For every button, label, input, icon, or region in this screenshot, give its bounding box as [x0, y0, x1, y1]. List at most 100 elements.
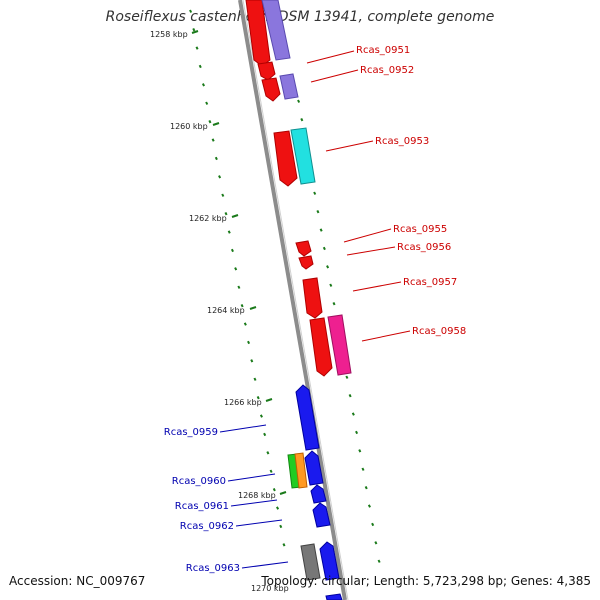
kbp-label-1262: 1262 kbp	[189, 214, 227, 223]
leader-rcas-0960	[227, 473, 276, 482]
kbp-tick-1262	[231, 214, 239, 218]
tick-mark	[263, 432, 267, 437]
tick-mark	[332, 301, 336, 306]
gene-rcas-0953-a	[273, 130, 298, 187]
tick-mark	[192, 27, 196, 32]
tick-mark	[243, 322, 247, 326]
gene-label-rcas-0952[interactable]: Rcas_0952	[360, 65, 414, 76]
tick-mark	[297, 99, 301, 103]
kbp-label-1264: 1264 kbp	[207, 306, 245, 315]
tick-mark	[300, 117, 304, 122]
gene-rcas-0953	[290, 127, 316, 185]
leader-rcas-0963	[241, 561, 289, 569]
tick-mark	[237, 285, 241, 289]
kbp-tick-1258	[191, 30, 199, 34]
tick-mark	[256, 395, 260, 400]
tick-mark	[374, 541, 378, 545]
tick-mark	[367, 504, 371, 508]
gene-rcas-0958-a	[309, 317, 333, 377]
genome-summary-text: Topology: circular; Length: 5,723,298 bp…	[261, 574, 591, 588]
tick-mark	[234, 267, 238, 271]
gene-rcas-0958	[327, 314, 352, 376]
tick-mark	[224, 211, 228, 216]
leader-rcas-0951	[306, 50, 355, 64]
gene-label-rcas-0953[interactable]: Rcas_0953	[375, 136, 429, 147]
gene-rcas-0960-orange	[294, 452, 308, 489]
tick-mark	[247, 340, 251, 345]
gene-rcas-0959	[295, 384, 320, 451]
leader-rcas-0956	[346, 246, 396, 256]
kbp-label-1258: 1258 kbp	[150, 30, 188, 39]
tick-mark	[230, 248, 234, 253]
backbone	[238, 0, 349, 600]
genes-reverse	[287, 384, 343, 600]
tick-mark	[250, 359, 254, 363]
leader-rcas-0958	[361, 330, 411, 342]
gene-label-rcas-0963[interactable]: Rcas_0963	[186, 563, 240, 574]
gene-rcas-0963	[319, 541, 340, 581]
kbp-label-1260: 1260 kbp	[170, 122, 208, 131]
tick-mark	[272, 487, 276, 492]
leader-rcas-0961	[230, 499, 278, 507]
tick-mark	[211, 138, 215, 142]
tick-mark	[355, 430, 359, 435]
genes-forward	[245, 0, 352, 377]
gene-label-rcas-0961[interactable]: Rcas_0961	[175, 501, 229, 512]
kbp-tick-1264	[249, 306, 257, 310]
tick-mark	[218, 175, 222, 179]
tick-mark	[195, 46, 199, 50]
leader-rcas-0959	[219, 424, 267, 433]
tick-mark	[276, 506, 280, 510]
gene-rcas-0961	[310, 484, 327, 504]
kbp-tick-1268	[279, 491, 287, 495]
tick-mark	[198, 64, 202, 69]
tick-mark	[259, 414, 263, 418]
leader-rcas-0962	[235, 519, 283, 527]
tick-mark	[319, 228, 323, 232]
gene-label-rcas-0956[interactable]: Rcas_0956	[397, 242, 451, 253]
map-title: Roseiflexus castenholzii DSM 13941, comp…	[105, 9, 495, 25]
gene-label-rcas-0951[interactable]: Rcas_0951	[356, 45, 410, 56]
gene-bottom	[325, 593, 343, 600]
tick-mark	[361, 467, 365, 471]
gene-label-rcas-0957[interactable]: Rcas_0957	[403, 277, 457, 288]
gene-label-rcas-0962[interactable]: Rcas_0962	[180, 521, 234, 532]
tick-mark	[345, 375, 349, 379]
tick-mark	[316, 209, 320, 214]
gene-rcas-0952-a	[261, 77, 281, 102]
tick-mark	[371, 522, 375, 527]
gene-label-rcas-0959[interactable]: Rcas_0959	[164, 427, 218, 438]
tick-mark	[201, 83, 205, 87]
gene-top-purple	[261, 0, 291, 61]
tick-mark	[313, 191, 317, 195]
tick-mark	[351, 412, 355, 416]
tick-mark	[329, 283, 333, 287]
gene-label-rcas-0960[interactable]: Rcas_0960	[172, 476, 226, 487]
gene-rcas-0956	[298, 255, 314, 270]
accession-text: Accession: NC_009767	[9, 574, 146, 588]
tick-mark	[279, 524, 283, 529]
tick-mark	[189, 9, 193, 13]
tick-mark	[266, 451, 270, 455]
tick-mark	[227, 230, 231, 234]
gene-rcas-0962	[312, 502, 331, 528]
tick-mark	[205, 101, 209, 105]
kbp-tick-1260	[212, 122, 220, 126]
kbp-label-1270: 1270 kbp	[251, 584, 289, 593]
gene-rcas-0957	[302, 277, 323, 319]
tick-mark	[214, 156, 218, 161]
gene-label-rcas-0958[interactable]: Rcas_0958	[412, 326, 466, 337]
tick-mark	[208, 119, 212, 124]
leader-rcas-0953	[325, 140, 374, 152]
kbp-tick-1266	[265, 398, 273, 402]
gene-label-rcas-0955[interactable]: Rcas_0955	[393, 224, 447, 235]
tick-mark	[322, 246, 326, 251]
tick-mark	[364, 485, 368, 490]
gene-rcas-0955	[295, 240, 312, 257]
gene-rcas-0952	[279, 73, 299, 100]
gene-rcas-0951	[257, 61, 276, 81]
tick-mark	[326, 265, 330, 269]
tick-mark	[348, 393, 352, 398]
leader-rcas-0952	[310, 69, 359, 83]
